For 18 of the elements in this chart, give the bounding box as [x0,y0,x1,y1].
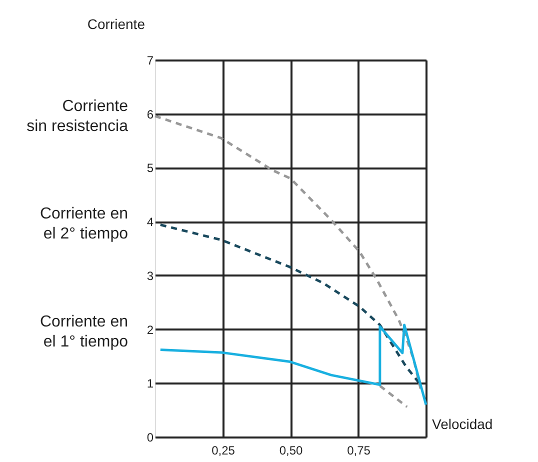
y-tick-label: 3 [146,268,154,283]
y-tick-label: 0 [146,430,154,444]
y-tick-label: 5 [146,161,154,176]
y-tick-label: 1 [146,376,154,391]
y-tick-label: 7 [146,54,154,68]
x-tick-label: 0,25 [212,444,236,458]
y-axis-title: Corriente [87,16,146,32]
text: Corriente sin resistencia [26,98,128,135]
text: Corriente en el 2° tiempo [40,206,128,243]
text: Corriente en el 1° tiempo [40,313,128,350]
y-tick-label: 6 [146,107,154,122]
x-tick-label: 0,50 [279,444,303,458]
x-tick-label: 0,75 [347,444,371,458]
line-series [154,114,422,390]
y-tick-label: 2 [146,322,154,337]
y-tick-label: 4 [146,215,154,230]
line-series [159,324,428,406]
x-axis-title: Velocidad [432,416,493,432]
